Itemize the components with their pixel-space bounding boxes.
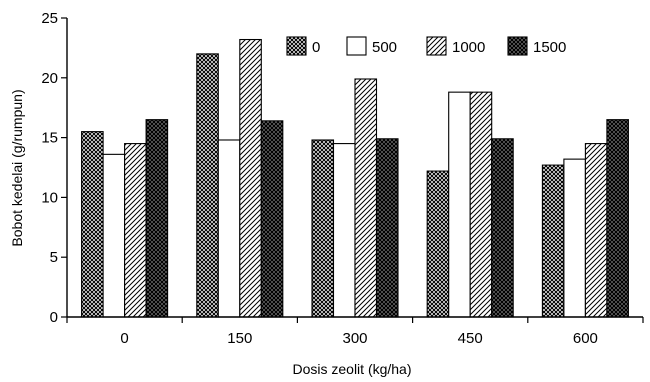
bar-1000-0: [124, 143, 147, 318]
bar-0-600: [541, 164, 565, 318]
y-tick-label-5: 5: [50, 249, 58, 266]
legend-swatch-1500: [507, 36, 528, 56]
bar-1500-300: [375, 138, 399, 318]
bar-500-450: [448, 91, 471, 318]
legend-label-1000: 1000: [452, 39, 485, 56]
bar-1000-300: [354, 78, 378, 318]
bar-1500-0: [145, 119, 169, 318]
bar-0-0: [81, 131, 104, 318]
x-ticks-group: 0 150 300 450 600: [66, 317, 644, 347]
bars-group: [81, 38, 629, 318]
legend-label-0: 0: [312, 39, 320, 56]
y-axis-title: Bobot kedelai (g/rumpun): [9, 89, 25, 246]
bar-0-450: [426, 170, 450, 318]
bar-1000-600: [584, 143, 608, 318]
bar-500-300: [332, 143, 356, 318]
legend-swatch-1000: [426, 36, 447, 56]
bar-1500-150: [260, 120, 284, 318]
y-ticks-group: 0 5 10 15 20 25: [41, 10, 67, 326]
bar-1500-450: [491, 138, 514, 318]
bar-1000-450: [469, 91, 493, 318]
legend-swatch-0: [286, 36, 307, 56]
bar-500-600: [563, 158, 586, 318]
y-tick-label-0: 0: [50, 309, 58, 326]
legend: 0 500 1000 1500: [286, 36, 566, 56]
y-tick-label-20: 20: [41, 70, 58, 87]
bar-0-150: [196, 53, 219, 318]
bar-1000-150: [239, 38, 262, 318]
x-tick-label-150: 150: [227, 330, 252, 347]
x-axis-title: Dosis zeolit (kg/ha): [292, 361, 411, 377]
x-tick-label-0: 0: [120, 330, 128, 347]
bar-0-300: [311, 139, 335, 318]
legend-swatch-500: [346, 36, 367, 56]
legend-label-500: 500: [372, 39, 397, 56]
legend-label-1500: 1500: [533, 39, 566, 56]
bar-1500-600: [606, 119, 629, 318]
y-tick-label-25: 25: [41, 10, 58, 27]
bar-500-0: [102, 153, 126, 318]
y-tick-label-15: 15: [41, 130, 58, 147]
y-tick-label-10: 10: [41, 189, 58, 206]
x-tick-label-450: 450: [458, 330, 483, 347]
x-tick-label-600: 600: [573, 330, 598, 347]
bar-500-150: [217, 139, 241, 318]
x-tick-label-300: 300: [342, 330, 367, 347]
